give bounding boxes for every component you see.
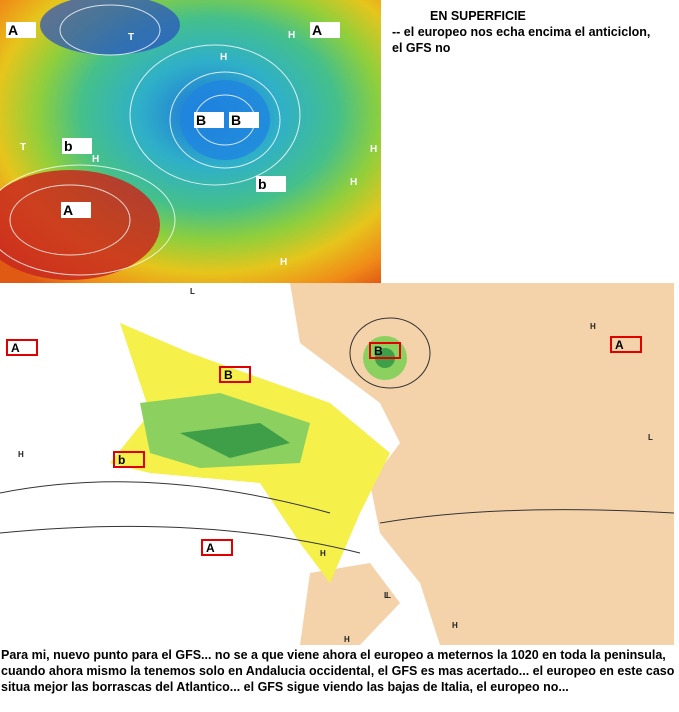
map-letter: H [320,549,326,558]
map-letter: H [370,144,377,155]
pressure-label: B [374,344,383,358]
map-letter: H [350,177,357,188]
map-letter: T [20,142,26,153]
map-letter: H [452,621,458,630]
pressure-label: A [615,338,624,352]
map-letter: L [648,433,653,442]
map-letter: T [128,32,134,43]
pressure-label: A [8,22,18,38]
label-box [310,22,340,38]
label-box [610,336,642,353]
pressure-label: b [118,453,125,467]
header-line: el GFS no [392,41,451,55]
map-letter: L [384,591,389,600]
pressure-label: A [312,22,322,38]
pressure-label: B [196,112,206,128]
label-box [6,339,38,356]
label-box [219,366,251,383]
label-box [61,202,91,218]
map-letter: H [288,30,295,41]
label-box [201,539,233,556]
post-text: Para mi, nuevo punto para el GFS... no s… [1,648,675,694]
label-box [229,112,259,128]
title: EN SUPERFICIE [430,9,526,23]
label-box [256,176,286,192]
map-letter: H [344,635,350,644]
label-box [194,112,224,128]
header-line: -- el europeo nos echa encima el anticic… [392,25,651,39]
pressure-label: B [224,368,233,382]
header: EN SUPERFICIE -- el europeo nos echa enc… [392,8,650,56]
pressure-label: A [11,341,20,355]
label-box [369,342,401,359]
map-letter: L [386,591,391,600]
map-letter: L [190,287,195,296]
map-letter: H [590,322,596,331]
pressure-label: A [63,202,73,218]
pressure-label: A [206,541,215,555]
ecmwf-map: A A B Bb b A H T H H T H H H [0,0,381,283]
map-letter: H [18,450,24,459]
pressure-label: B [231,112,241,128]
label-box [6,22,36,38]
label-box [62,138,92,154]
map-letter: H [220,52,227,63]
pressure-label: b [64,138,73,154]
pressure-label: b [258,176,267,192]
label-box [113,451,145,468]
map-letter: H [280,257,287,268]
map-letter: H [92,154,99,165]
